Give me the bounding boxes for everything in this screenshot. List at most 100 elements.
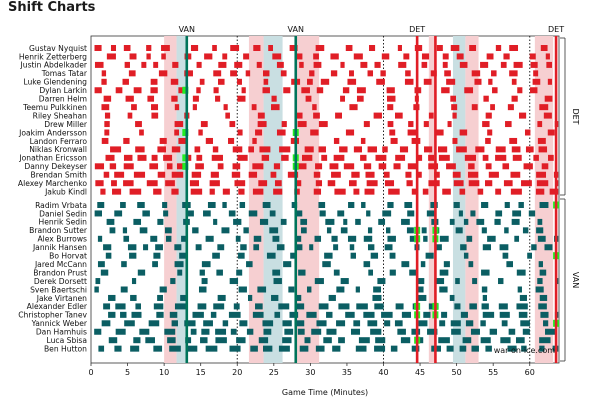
shift-bar [300, 227, 307, 234]
shift-bar [439, 286, 448, 293]
shift-bar [349, 70, 354, 77]
player-label: Ben Hutton [44, 344, 87, 353]
shift-bar [334, 188, 346, 195]
shift-bar [409, 235, 416, 242]
shift-bar [186, 345, 198, 352]
shift-bar [494, 218, 501, 225]
player-label: Sven Baertschi [30, 285, 87, 294]
shift-bar [535, 286, 544, 293]
shift-bar [387, 121, 394, 128]
shift-bar [395, 303, 404, 310]
on-ice-marker [182, 154, 189, 162]
shift-bar [211, 154, 223, 161]
shift-bar [531, 244, 537, 251]
shift-bar [503, 53, 510, 60]
shift-bar [547, 129, 555, 136]
shift-bar [340, 61, 345, 68]
player-label: Dylan Larkin [39, 86, 87, 95]
shift-bar [370, 328, 382, 335]
shift-bar [153, 61, 159, 68]
shift-bar [536, 227, 544, 234]
shift-bar [98, 345, 105, 352]
shift-bar [171, 146, 181, 153]
shift-bar [411, 328, 421, 335]
shift-bar [512, 210, 522, 217]
shift-bar [460, 244, 467, 251]
shift-bar [495, 210, 503, 217]
shift-bar [148, 320, 160, 327]
shift-bar [245, 70, 251, 77]
shift-bar [190, 45, 199, 51]
shift-bar [283, 261, 292, 268]
shift-bar [190, 188, 203, 195]
shift-bar [316, 320, 327, 327]
shift-bar [197, 303, 207, 310]
shift-bar [296, 320, 305, 327]
shift-bar [543, 112, 552, 119]
shift-bar [165, 235, 172, 242]
shift-bar [205, 235, 214, 242]
shift-bar [282, 337, 292, 344]
shift-bar [114, 345, 122, 352]
x-tick-label: 20 [232, 368, 242, 377]
shift-bar [217, 294, 226, 301]
shift-bar [236, 337, 246, 344]
shift-bar [256, 61, 262, 68]
shift-bar [482, 294, 488, 301]
shift-bar [456, 146, 467, 153]
shift-bar [504, 227, 509, 234]
shift-bar [104, 121, 110, 128]
shift-bar [511, 78, 517, 85]
shift-bar [174, 261, 184, 268]
shift-bar [521, 345, 527, 352]
shift-bar [509, 45, 519, 51]
shift-bar [135, 303, 141, 310]
shift-bar [251, 104, 257, 111]
shift-bar [231, 171, 241, 178]
shift-bar [438, 154, 450, 161]
shift-bar [130, 294, 137, 301]
shift-bar [452, 112, 457, 119]
shift-bar [481, 303, 489, 310]
shift-bar [125, 95, 134, 102]
shift-bar [221, 227, 230, 234]
shift-bar [463, 218, 469, 225]
shift-bar [280, 70, 287, 77]
shift-bar [123, 154, 133, 161]
shift-bar [142, 210, 150, 217]
shift-bar [237, 154, 248, 161]
shift-bar [459, 188, 466, 195]
shift-bar [439, 320, 446, 327]
shift-bar [94, 286, 99, 293]
shift-bar [108, 294, 116, 301]
shift-bar [234, 61, 243, 68]
shift-bar [355, 345, 367, 352]
team-label: VAN [571, 272, 580, 288]
shift-bar [537, 235, 546, 242]
shift-bar [174, 244, 182, 251]
shift-bar [122, 227, 128, 234]
shift-bar [340, 95, 345, 102]
shift-bar [151, 104, 159, 111]
shift-bar [137, 154, 147, 161]
shift-bar [261, 154, 270, 161]
shift-bar [375, 337, 386, 344]
shift-bar [255, 129, 263, 136]
shift-bar [407, 129, 417, 136]
shift-bar [450, 95, 456, 102]
shift-bar [417, 294, 427, 301]
player-label: Alex Burrows [37, 235, 87, 244]
shift-bar [229, 278, 239, 285]
shift-bar [146, 180, 158, 187]
shift-bar [122, 78, 129, 85]
goal-label: VAN [179, 25, 195, 34]
shift-bar [427, 328, 438, 335]
shift-bar [487, 129, 493, 136]
shift-bar [123, 137, 130, 144]
player-label: Derek Dorsett [34, 277, 87, 286]
shift-bar [350, 252, 356, 259]
on-ice-marker [182, 86, 189, 94]
shift-bar [139, 328, 150, 335]
shift-bar [495, 154, 507, 161]
shift-bar [456, 53, 464, 60]
